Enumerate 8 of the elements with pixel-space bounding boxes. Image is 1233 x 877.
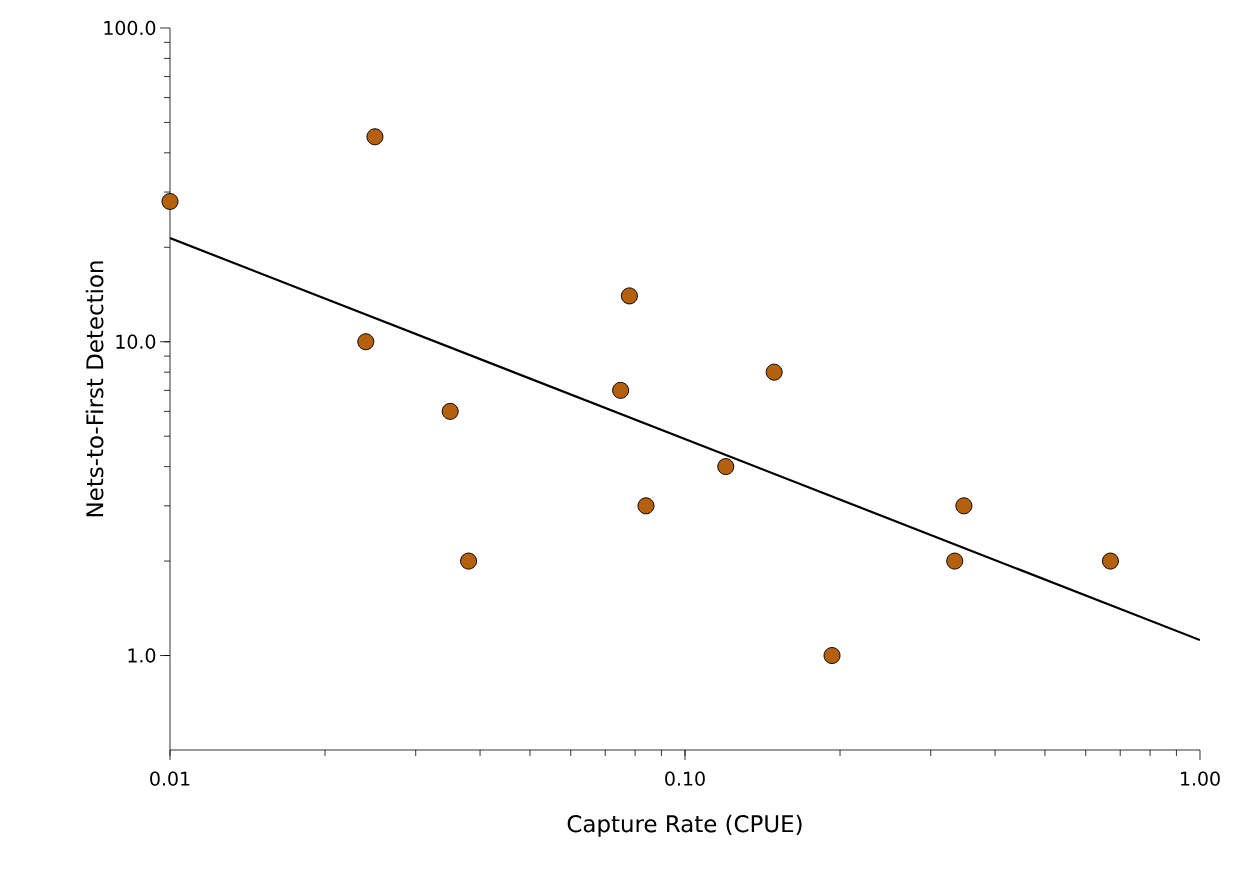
y-tick-label: 1.0 <box>128 648 156 663</box>
x-tick-label: 1.00 <box>1181 771 1220 786</box>
y-tick-label: 10.0 <box>116 334 156 349</box>
x-axis-title: Capture Rate (CPUE) <box>567 814 802 837</box>
y-axis-title: Nets-to-First Detection <box>85 261 104 517</box>
y-tick-label: 100.0 <box>104 20 156 36</box>
x-tick-label: 0.01 <box>150 771 190 786</box>
x-tick-label: 0.10 <box>665 771 705 786</box>
